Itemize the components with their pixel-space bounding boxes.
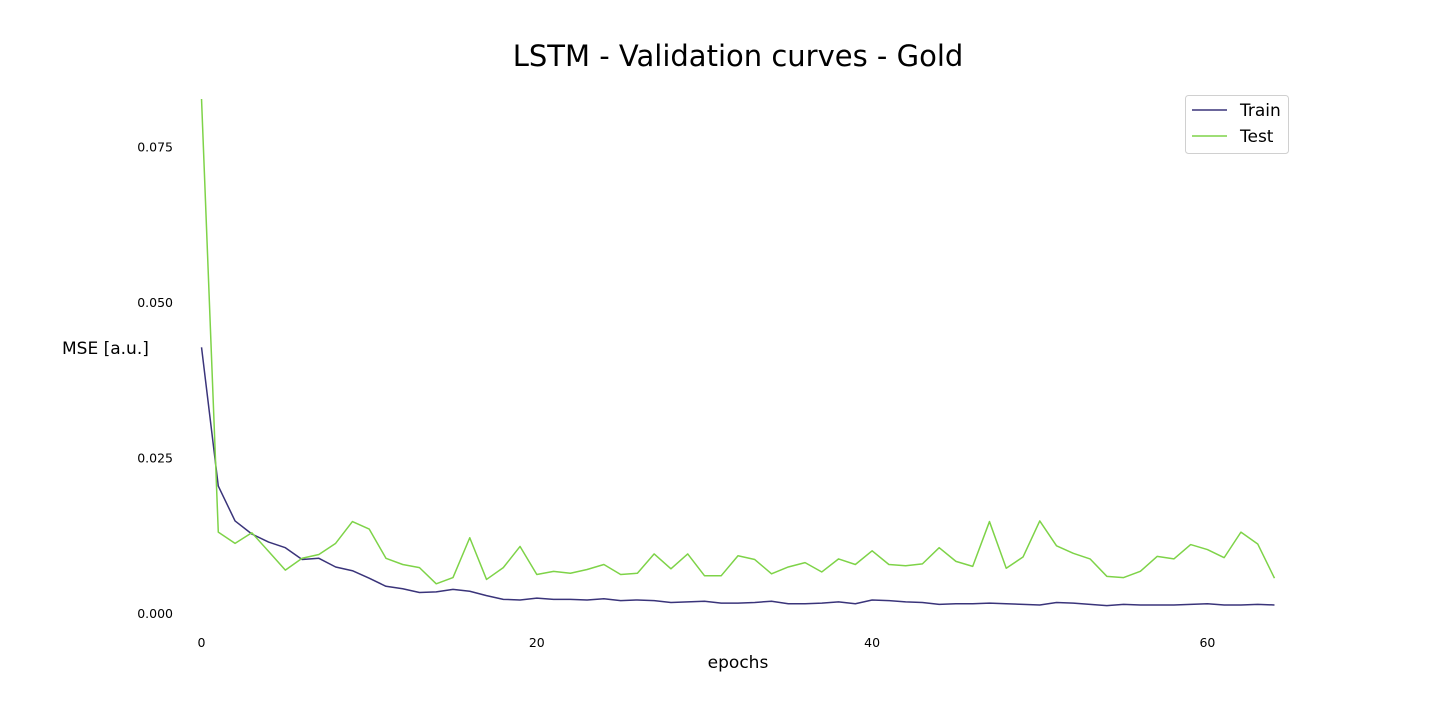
legend-label-test: Test bbox=[1239, 127, 1274, 147]
x-tick-label: 0 bbox=[198, 635, 206, 650]
legend: Train Test bbox=[1185, 95, 1289, 154]
x-tick-label: 40 bbox=[864, 635, 880, 650]
y-axis-label: MSE [a.u.] bbox=[62, 339, 149, 359]
x-axis-ticks: 0 20 40 60 bbox=[198, 635, 1216, 650]
series-line-test bbox=[200, 98, 1276, 585]
x-axis-label: epochs bbox=[708, 653, 769, 673]
y-tick-label: 0.000 bbox=[137, 606, 173, 621]
x-tick-label: 60 bbox=[1199, 635, 1215, 650]
y-tick-label: 0.025 bbox=[137, 451, 173, 466]
x-tick-label: 20 bbox=[529, 635, 545, 650]
y-axis-ticks: 0.000 0.025 0.050 0.075 bbox=[137, 139, 173, 621]
y-tick-label: 0.050 bbox=[137, 295, 173, 310]
y-tick-label: 0.075 bbox=[137, 139, 173, 154]
chart-title: LSTM - Validation curves - Gold bbox=[513, 39, 964, 73]
series-line-train bbox=[200, 347, 1275, 607]
legend-label-train: Train bbox=[1239, 101, 1281, 121]
plot-area bbox=[200, 98, 1276, 607]
